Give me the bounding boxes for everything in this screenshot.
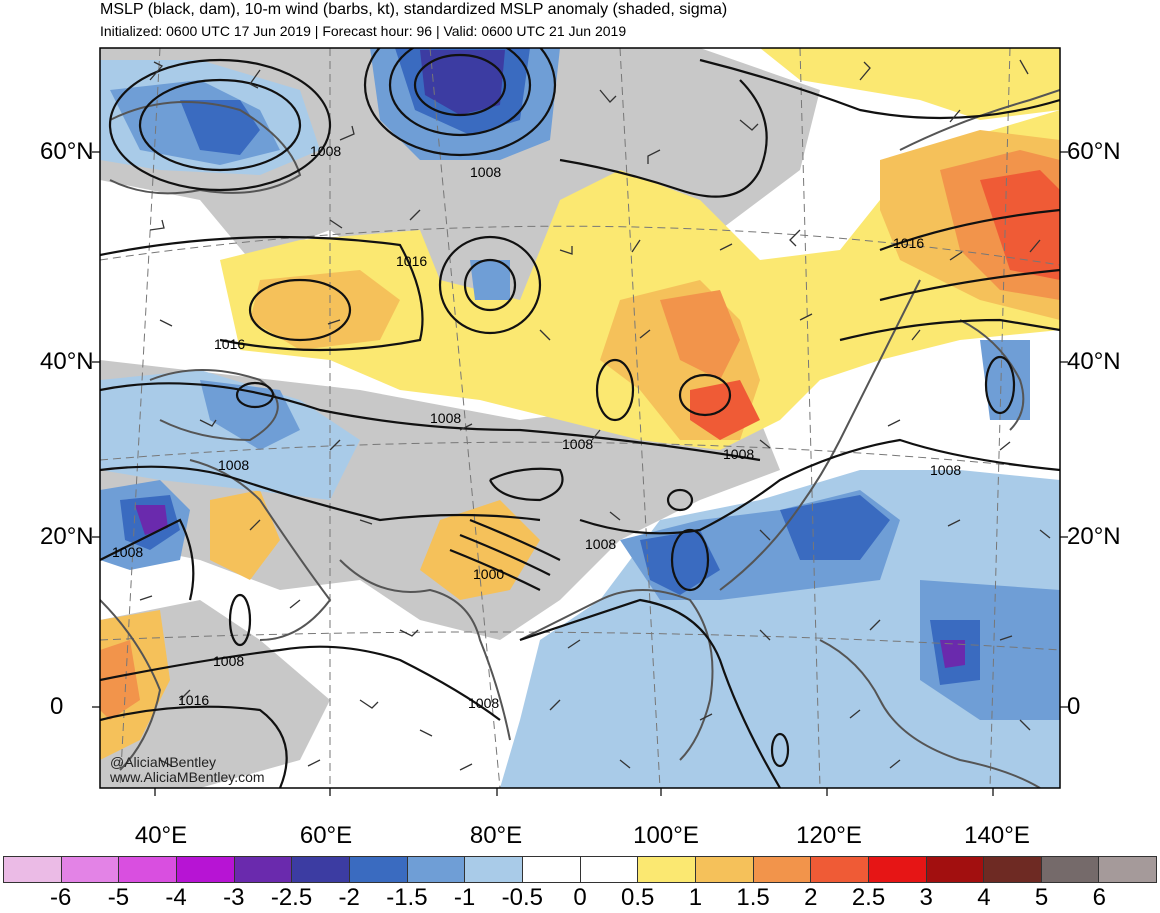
isobar-label: 1000 xyxy=(473,566,504,582)
wind-barbs xyxy=(139,59,1051,771)
credit-handle: @AliciaMBentley xyxy=(110,754,217,770)
colorbar-cell xyxy=(292,857,350,882)
colorbar-cell xyxy=(926,857,985,882)
colorbar-tick-label: 2.5 xyxy=(851,884,886,911)
isobar-label: 1008 xyxy=(470,164,501,180)
colorbar-cell xyxy=(753,857,812,882)
lat-label-left: 0 xyxy=(50,693,64,720)
isobar-label: 1008 xyxy=(585,536,616,552)
credit-url: www.AliciaMBentley.com xyxy=(110,769,265,785)
lat-label-left: 40°N xyxy=(40,348,94,375)
colorbar-cell xyxy=(119,857,177,882)
colorbar-tick-label: -1.5 xyxy=(386,884,428,911)
colorbar-tick-label: 1.5 xyxy=(736,884,770,911)
colorbar-cell xyxy=(522,857,581,882)
lat-label-right: 20°N xyxy=(1067,523,1121,550)
colorbar-cell xyxy=(1099,857,1157,882)
lat-label-right: 60°N xyxy=(1067,138,1121,165)
colorbar-cell xyxy=(580,857,639,882)
isobar-label: 1008 xyxy=(430,410,461,426)
colorbar-cell xyxy=(349,857,408,882)
colorbar-tick-label: 1 xyxy=(688,884,703,911)
isobar-label: 1008 xyxy=(112,544,143,560)
positive-anomaly-africa-core xyxy=(100,640,140,720)
negative-anomaly-west-siberia xyxy=(470,260,510,300)
colorbar-tick-label: -3 xyxy=(223,884,245,911)
colorbar-cell xyxy=(695,857,754,882)
colorbar-tick-label: -0.5 xyxy=(501,884,543,911)
negative-anomaly-bay-core xyxy=(640,530,720,595)
negative-anomaly-pacific-center xyxy=(940,640,965,668)
positive-anomaly-china-core xyxy=(690,380,760,440)
colorbar-cell xyxy=(868,857,927,882)
colorbar-cell xyxy=(234,857,293,882)
positive-anomaly-eurasia xyxy=(220,110,1060,450)
colorbar-cell xyxy=(638,857,696,882)
colorbar-cell xyxy=(176,857,235,882)
positive-anomaly-okhotsk-core xyxy=(980,170,1060,280)
positive-anomaly-caspian xyxy=(250,270,400,350)
colorbar-tick-label: 6 xyxy=(1092,884,1106,911)
graticule xyxy=(100,48,1060,788)
negative-anomaly-scandinavia-core xyxy=(180,100,260,155)
isobar-label: 1008 xyxy=(562,436,593,452)
lat-label-right: 0 xyxy=(1067,693,1081,720)
isobar-label: 1016 xyxy=(178,692,209,708)
positive-anomaly-mongolia-core xyxy=(660,290,740,380)
lon-label: 120°E xyxy=(796,822,862,849)
colorbar-tick-label: 2 xyxy=(804,884,818,911)
colorbar-tick-label: -6 xyxy=(50,884,72,911)
colorbar-cell xyxy=(984,857,1042,882)
colorbar-cell xyxy=(4,857,62,882)
lat-label-right: 40°N xyxy=(1067,348,1121,375)
lon-label: 100°E xyxy=(633,822,699,849)
isobar-label: 1008 xyxy=(723,446,754,462)
lon-label: 40°E xyxy=(134,822,188,849)
colorbar-tick-label: 4 xyxy=(977,884,991,911)
isobar-label: 1008 xyxy=(930,462,961,478)
isobar-label: 1008 xyxy=(213,653,244,669)
colorbar-tick-label: 5 xyxy=(1034,884,1049,911)
isobar-label: 1016 xyxy=(893,235,924,251)
negative-anomaly-pacific-mid xyxy=(920,580,1060,720)
colorbar-tick-label: -1 xyxy=(453,884,476,911)
map-field: 1008 1008 1016 1016 1016 1008 1008 1008 … xyxy=(100,48,1060,788)
isobar-label: 1008 xyxy=(218,457,249,473)
isobar-label: 1008 xyxy=(468,695,499,711)
colorbar-cell xyxy=(1041,857,1100,882)
colorbar-tick-label: 3 xyxy=(919,884,933,911)
isobar-label-layer: 1008 1008 1016 1016 1016 1008 1008 1008 … xyxy=(112,143,961,711)
colorbar-tick-label: -4 xyxy=(165,884,187,911)
lon-label: 80°E xyxy=(469,822,523,849)
colorbar-tick-label: -2.5 xyxy=(270,884,313,911)
chart-title: MSLP (black, dam), 10-m wind (barbs, kt)… xyxy=(100,1,728,18)
negative-anomaly-kara-sea-core xyxy=(420,50,505,115)
negative-anomaly-red-sea-core xyxy=(135,505,168,535)
colorbar-cell xyxy=(465,857,523,882)
positive-anomaly-arabia xyxy=(210,490,280,580)
positive-anomaly-arctic xyxy=(760,48,1060,120)
isobar-label: 1008 xyxy=(310,143,341,159)
lat-label-left: 20°N xyxy=(40,523,94,550)
colorbar-tick-label: 0 xyxy=(573,884,587,911)
colorbar xyxy=(3,856,1157,883)
isobar-label: 1016 xyxy=(396,253,427,269)
negative-anomaly-philippine-sea xyxy=(780,495,890,560)
lon-label: 140°E xyxy=(964,822,1030,849)
isobars xyxy=(100,48,1060,788)
map-frame xyxy=(99,47,1061,789)
colorbar-cell xyxy=(61,857,120,882)
lat-label-left: 60°N xyxy=(40,138,94,165)
lon-label: 60°E xyxy=(299,822,353,849)
colorbar-cell xyxy=(811,857,869,882)
isobar-label: 1016 xyxy=(214,336,245,352)
axis-ticks xyxy=(92,151,1068,796)
chart-subtitle: Initialized: 0600 UTC 17 Jun 2019 | Fore… xyxy=(100,23,627,39)
colorbar-tick-label: 0.5 xyxy=(621,884,655,911)
colorbar-tick-label: -2 xyxy=(338,884,360,911)
colorbar-tick-label: -5 xyxy=(107,884,130,911)
colorbar-cell xyxy=(407,857,466,882)
